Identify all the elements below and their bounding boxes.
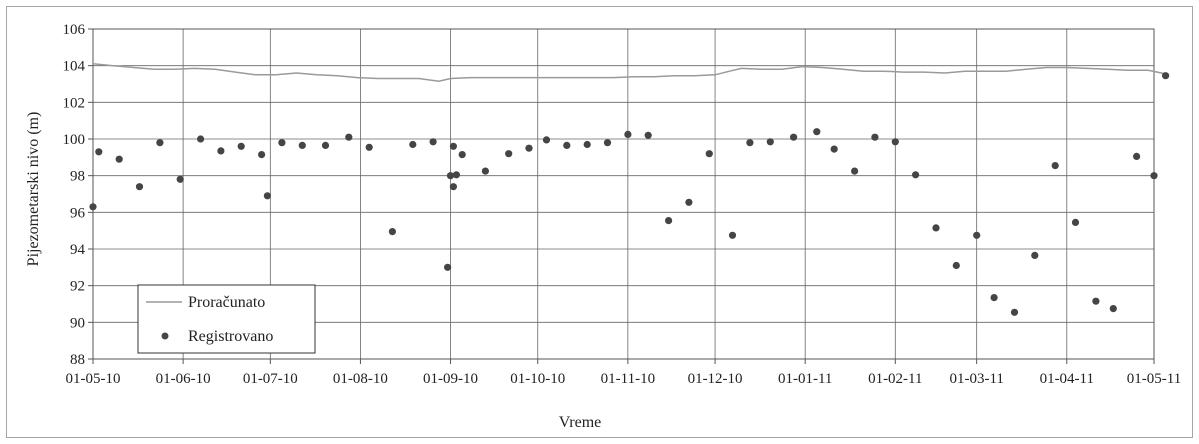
data-point-registrovano bbox=[952, 261, 960, 270]
data-point-registrovano bbox=[449, 183, 457, 191]
data-point-registrovano bbox=[481, 167, 489, 175]
y-tick-label: 106 bbox=[63, 22, 86, 38]
data-point-registrovano bbox=[912, 171, 920, 179]
data-point-registrovano bbox=[388, 228, 396, 236]
data-point-registrovano bbox=[1051, 162, 1059, 170]
data-point-registrovano bbox=[429, 138, 437, 146]
data-point-registrovano bbox=[1031, 251, 1039, 259]
x-tick-label: 01-03-11 bbox=[949, 371, 1003, 387]
x-tick-label: 01-04-11 bbox=[1040, 371, 1094, 387]
data-point-registrovano bbox=[365, 143, 373, 151]
data-point-registrovano bbox=[790, 133, 798, 141]
x-tick-label: 01-11-10 bbox=[601, 371, 655, 387]
y-tick-label: 104 bbox=[63, 59, 86, 75]
legend: Proračunato Registrovano bbox=[137, 284, 316, 354]
data-point-registrovano bbox=[644, 131, 652, 139]
data-point-registrovano bbox=[1133, 152, 1141, 160]
x-tick-label: 01-08-10 bbox=[333, 371, 388, 387]
data-point-registrovano bbox=[263, 192, 271, 200]
x-tick-label: 01-12-10 bbox=[688, 371, 743, 387]
data-point-registrovano bbox=[1162, 72, 1170, 80]
data-point-registrovano bbox=[444, 263, 452, 271]
data-point-registrovano bbox=[525, 144, 533, 152]
data-point-registrovano bbox=[830, 145, 838, 153]
data-point-registrovano bbox=[505, 150, 513, 158]
data-point-registrovano bbox=[258, 151, 266, 159]
data-point-registrovano bbox=[298, 141, 306, 149]
data-point-registrovano bbox=[1109, 305, 1117, 313]
legend-label-registrovano: Registrovano bbox=[188, 328, 273, 345]
data-point-registrovano bbox=[446, 172, 455, 180]
data-point-registrovano bbox=[95, 148, 103, 156]
data-point-registrovano bbox=[990, 294, 998, 302]
x-tick-label: 01-07-10 bbox=[243, 371, 298, 387]
data-point-registrovano bbox=[932, 224, 940, 232]
data-point-registrovano bbox=[156, 139, 164, 147]
legend-box bbox=[137, 284, 316, 354]
legend-label-proracunato: Proračunato bbox=[188, 294, 265, 311]
x-tick-label: 01-06-10 bbox=[156, 371, 211, 387]
data-point-registrovano bbox=[813, 128, 821, 136]
data-point-registrovano bbox=[452, 171, 460, 179]
data-point-registrovano bbox=[665, 217, 673, 225]
data-point-registrovano bbox=[685, 198, 693, 206]
x-tick-label: 01-02-11 bbox=[868, 371, 922, 387]
data-point-registrovano bbox=[583, 140, 591, 149]
data-point-registrovano bbox=[197, 135, 205, 143]
data-point-registrovano bbox=[345, 133, 353, 141]
y-tick-label: 88 bbox=[70, 352, 85, 368]
data-point-registrovano bbox=[973, 231, 981, 239]
data-point-registrovano bbox=[217, 147, 225, 155]
data-point-registrovano bbox=[1071, 218, 1080, 226]
series-line-proracunato bbox=[92, 63, 1166, 82]
y-tick-label: 90 bbox=[70, 315, 85, 331]
x-tick-label: 01-01-11 bbox=[778, 371, 832, 387]
y-tick-label: 98 bbox=[70, 169, 85, 185]
y-tick-label: 100 bbox=[63, 132, 86, 148]
data-point-registrovano bbox=[851, 167, 859, 175]
y-tick-label: 92 bbox=[70, 279, 85, 295]
data-point-registrovano bbox=[563, 141, 571, 149]
x-tick-label: 01-05-10 bbox=[66, 371, 121, 387]
x-tick-label: 01-05-11 bbox=[1127, 371, 1181, 387]
y-tick-labels: 88 90 92 94 96 98 100 102 104 106 bbox=[63, 22, 86, 368]
data-point-registrovano bbox=[449, 142, 457, 150]
data-point-registrovano bbox=[766, 138, 774, 146]
data-point-registrovano bbox=[542, 136, 551, 144]
data-point-registrovano bbox=[278, 139, 286, 147]
data-point-registrovano bbox=[746, 139, 754, 147]
series-layer bbox=[89, 63, 1170, 316]
data-point-registrovano bbox=[237, 142, 245, 150]
y-tick-label: 96 bbox=[70, 205, 86, 221]
legend-marker-swatch bbox=[161, 332, 169, 340]
data-point-registrovano bbox=[728, 231, 737, 239]
x-tick-label: 01-09-10 bbox=[423, 371, 478, 387]
y-axis-label: Pijezometarski nivo (m) bbox=[25, 112, 42, 267]
data-point-registrovano bbox=[1092, 297, 1100, 305]
data-point-registrovano bbox=[321, 141, 330, 149]
plot-area bbox=[92, 28, 1155, 360]
data-point-registrovano bbox=[458, 151, 466, 159]
data-point-registrovano bbox=[1010, 308, 1019, 316]
data-point-registrovano bbox=[603, 139, 612, 147]
x-tick-labels: 01-05-10 01-06-10 01-07-10 01-08-10 01-09-10… bbox=[66, 371, 1182, 387]
x-axis-label: Vreme bbox=[559, 414, 602, 431]
y-tick-label: 102 bbox=[63, 95, 86, 111]
x-tick-label: 01-10-10 bbox=[510, 371, 565, 387]
data-point-registrovano bbox=[871, 133, 879, 141]
data-point-registrovano bbox=[891, 138, 899, 146]
data-point-registrovano bbox=[135, 183, 144, 191]
data-point-registrovano bbox=[115, 155, 123, 163]
data-point-registrovano bbox=[409, 140, 417, 149]
data-point-registrovano bbox=[176, 175, 184, 183]
data-point-registrovano bbox=[1150, 172, 1158, 180]
data-point-registrovano bbox=[624, 130, 632, 138]
data-point-registrovano bbox=[89, 203, 97, 211]
data-point-registrovano bbox=[705, 150, 713, 158]
y-tick-label: 94 bbox=[70, 242, 86, 258]
